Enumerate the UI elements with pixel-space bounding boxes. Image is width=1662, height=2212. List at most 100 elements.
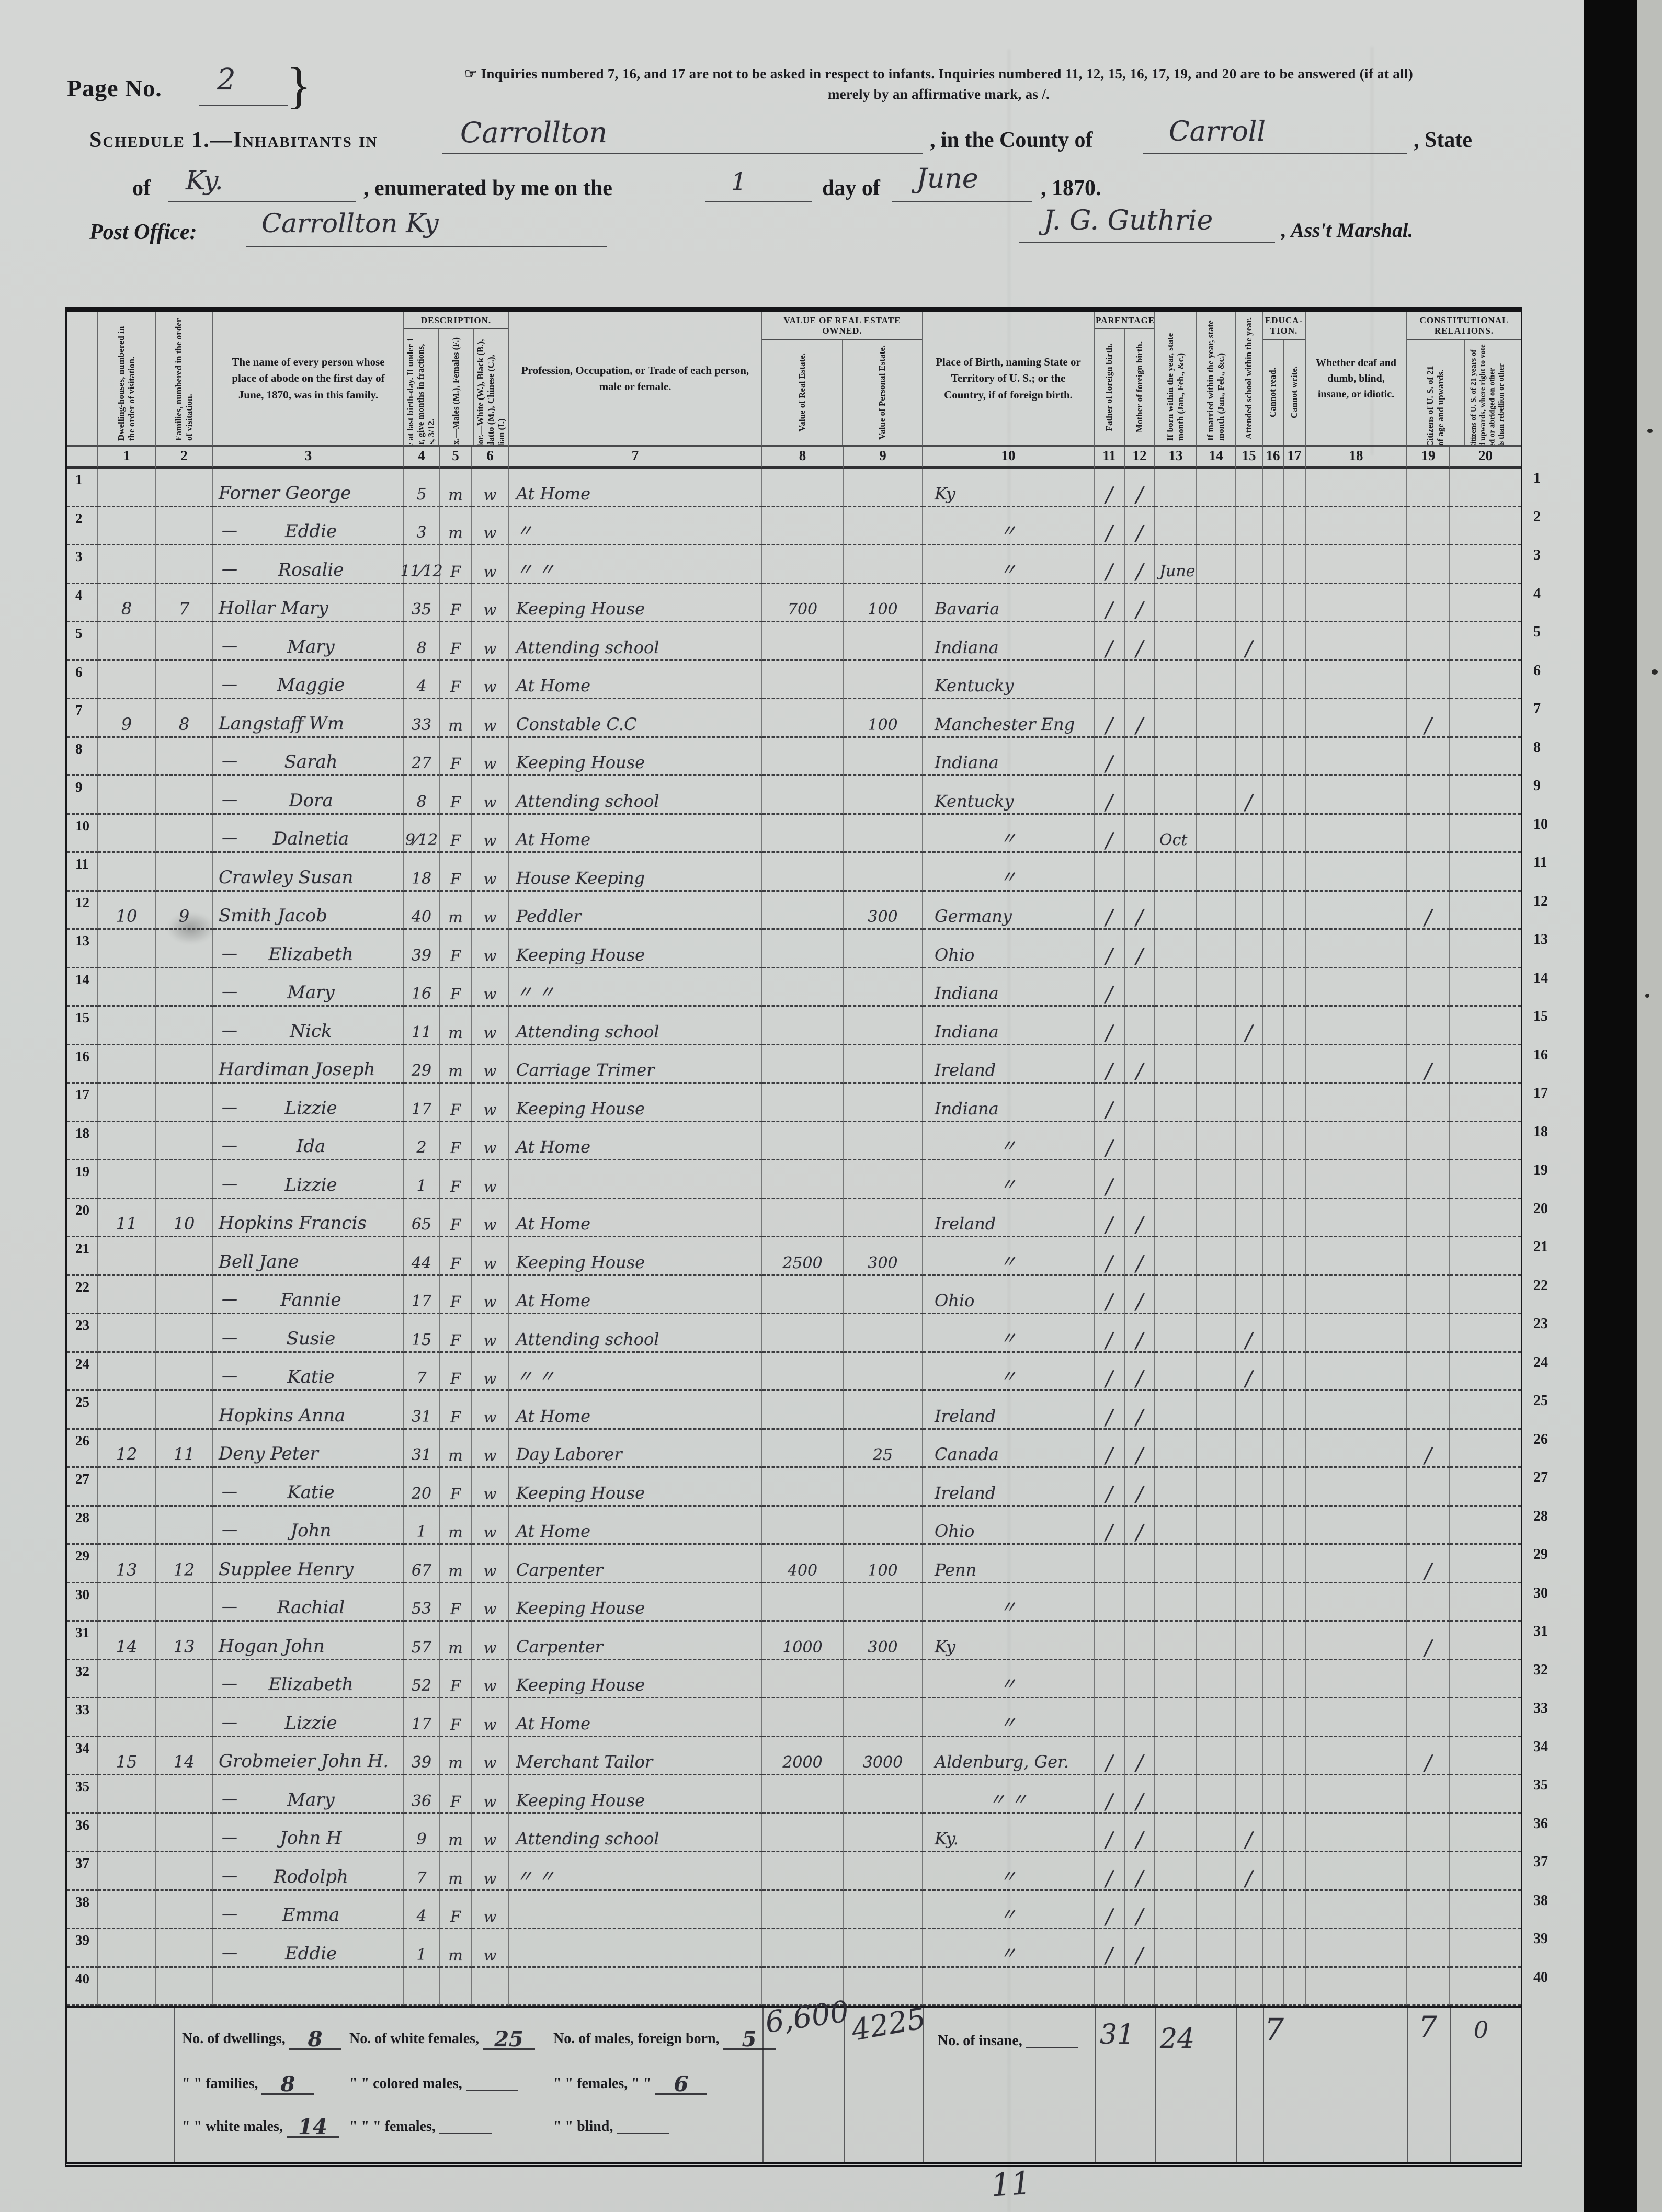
cell-dw: [98, 1506, 156, 1545]
cell-occ: At Home: [509, 1506, 762, 1545]
cell-sex: F: [440, 1391, 472, 1430]
cell-fam: 14: [156, 1737, 213, 1775]
cell-birth: 〃: [923, 1698, 1095, 1737]
cell-sex: F: [440, 1160, 472, 1199]
cell-sm: [1263, 930, 1284, 968]
cell-occ: Keeping House: [509, 1660, 762, 1698]
cell-name: — Mary: [213, 968, 404, 1007]
cell-race: [472, 1967, 509, 2006]
cell-race: w: [472, 1929, 509, 1968]
cell-rn: 2: [67, 507, 98, 545]
cell-tick: /: [1095, 1391, 1125, 1430]
cell-sm: [1263, 1660, 1284, 1698]
column-numbers-row: 1 2 3 4 5 6 7 8 9 10 11 12 13 14 15 16 17 18 19 20: [67, 447, 1521, 469]
cell-age: 31: [404, 1429, 440, 1468]
person-name: Bell Jane: [219, 1251, 299, 1272]
cell-sm: [1263, 1506, 1284, 1545]
row-number-right: 12: [1533, 893, 1548, 909]
person-name: Mary: [287, 1789, 335, 1810]
header-age: Age at last birth-day. If under 1 year, …: [404, 329, 439, 445]
cell-re: [762, 1890, 844, 1929]
cell-fam: 8: [156, 699, 213, 738]
cell-tick: /: [1125, 1814, 1155, 1852]
cell-pe: [844, 1660, 923, 1698]
cell-pe: [844, 660, 923, 699]
cell-dw: [98, 1160, 156, 1199]
header-cannot-read: Cannot read.: [1263, 339, 1284, 445]
cell-tick: /: [1095, 584, 1125, 622]
cell-fam: [156, 737, 213, 776]
cell-tick: [1407, 660, 1450, 699]
cell-re: [762, 1160, 844, 1199]
cell-deaf: [1306, 1084, 1407, 1122]
cell-tick: [1407, 930, 1450, 968]
cell-birth: 〃: [923, 1583, 1095, 1622]
cell-name: Deny Peter: [213, 1429, 404, 1468]
cell-name: — Maggie: [213, 660, 404, 699]
cell-birth: Bavaria: [923, 584, 1095, 622]
cell-age: 9: [404, 1814, 440, 1852]
cell-name: Bell Jane: [213, 1237, 404, 1276]
cell-dw: [98, 1391, 156, 1430]
cell-sm: [1450, 1968, 1521, 2006]
column-number: 8: [762, 447, 844, 469]
person-name: Grobmeier John H.: [219, 1751, 389, 1772]
cell-tick: [1236, 469, 1263, 507]
row-number-right: 1: [1533, 470, 1541, 486]
cell-re: [762, 1199, 844, 1237]
cell-name: — Mary: [213, 622, 404, 661]
cell-dw: [98, 1007, 156, 1045]
cell-age: 1: [404, 1929, 440, 1968]
continuation-dash: —: [222, 1136, 237, 1155]
cell-age: 29: [404, 1045, 440, 1084]
cell-race: w: [472, 1737, 509, 1775]
cell-sm: [1450, 1045, 1521, 1084]
place-underline: [442, 153, 923, 154]
cell-tick: [1125, 1545, 1155, 1583]
cell-name: Hogan John: [213, 1622, 404, 1660]
cell-rn: 32: [67, 1660, 98, 1698]
cell-tick: [1125, 1660, 1155, 1698]
cell-rn: 15: [67, 1007, 98, 1045]
column-number: 9: [844, 447, 923, 469]
cell-sm: [1284, 1698, 1306, 1737]
cell-tick: [1236, 1698, 1263, 1737]
column-number: 12: [1125, 447, 1155, 469]
instructions-line1: Inquiries numbered 7, 16, and 17 are not…: [481, 66, 1413, 82]
cell-pe: 300: [844, 1622, 923, 1660]
cell-sm: [1263, 1545, 1284, 1583]
county-label: , in the County of: [930, 128, 1093, 152]
person-name: Hardiman Joseph: [219, 1059, 375, 1080]
cell-sm: [1284, 1352, 1306, 1391]
cell-tick: [1125, 853, 1155, 892]
cell-re: [762, 1275, 844, 1314]
cell-fam: 12: [156, 1545, 213, 1583]
header-color: Color.—White (W.), Black (B.), Mulatto (…: [475, 339, 506, 447]
cell-sm: [1450, 853, 1521, 892]
cell-age: 52: [404, 1660, 440, 1698]
row-number-right: 13: [1533, 931, 1548, 948]
cell-sm: [1284, 1084, 1306, 1122]
cell-pe: [844, 1814, 923, 1852]
cell-dw: [98, 1660, 156, 1698]
cell-name: — Nick: [213, 1007, 404, 1045]
cell-rn: 11: [67, 853, 98, 892]
cell-pe: [844, 737, 923, 776]
cell-sm: [1263, 699, 1284, 738]
summary-line: [1095, 2008, 1096, 2162]
cell-fam: [156, 1007, 213, 1045]
cell-birth: 〃: [923, 853, 1095, 892]
cell-rn: 18: [67, 1122, 98, 1160]
cell-fam: [156, 1929, 213, 1968]
cell-month: [1197, 1698, 1236, 1737]
cell-tick: /: [1407, 1622, 1450, 1660]
cell-dw: [98, 1814, 156, 1852]
cell-sex: F: [440, 1583, 472, 1622]
cell-sm: [1284, 1275, 1306, 1314]
cell-pe: [844, 1314, 923, 1353]
cell-sm: [1284, 1506, 1306, 1545]
cell-pe: [844, 814, 923, 853]
cell-tick: [1095, 1545, 1125, 1583]
cell-birth: Penn: [923, 1545, 1095, 1583]
